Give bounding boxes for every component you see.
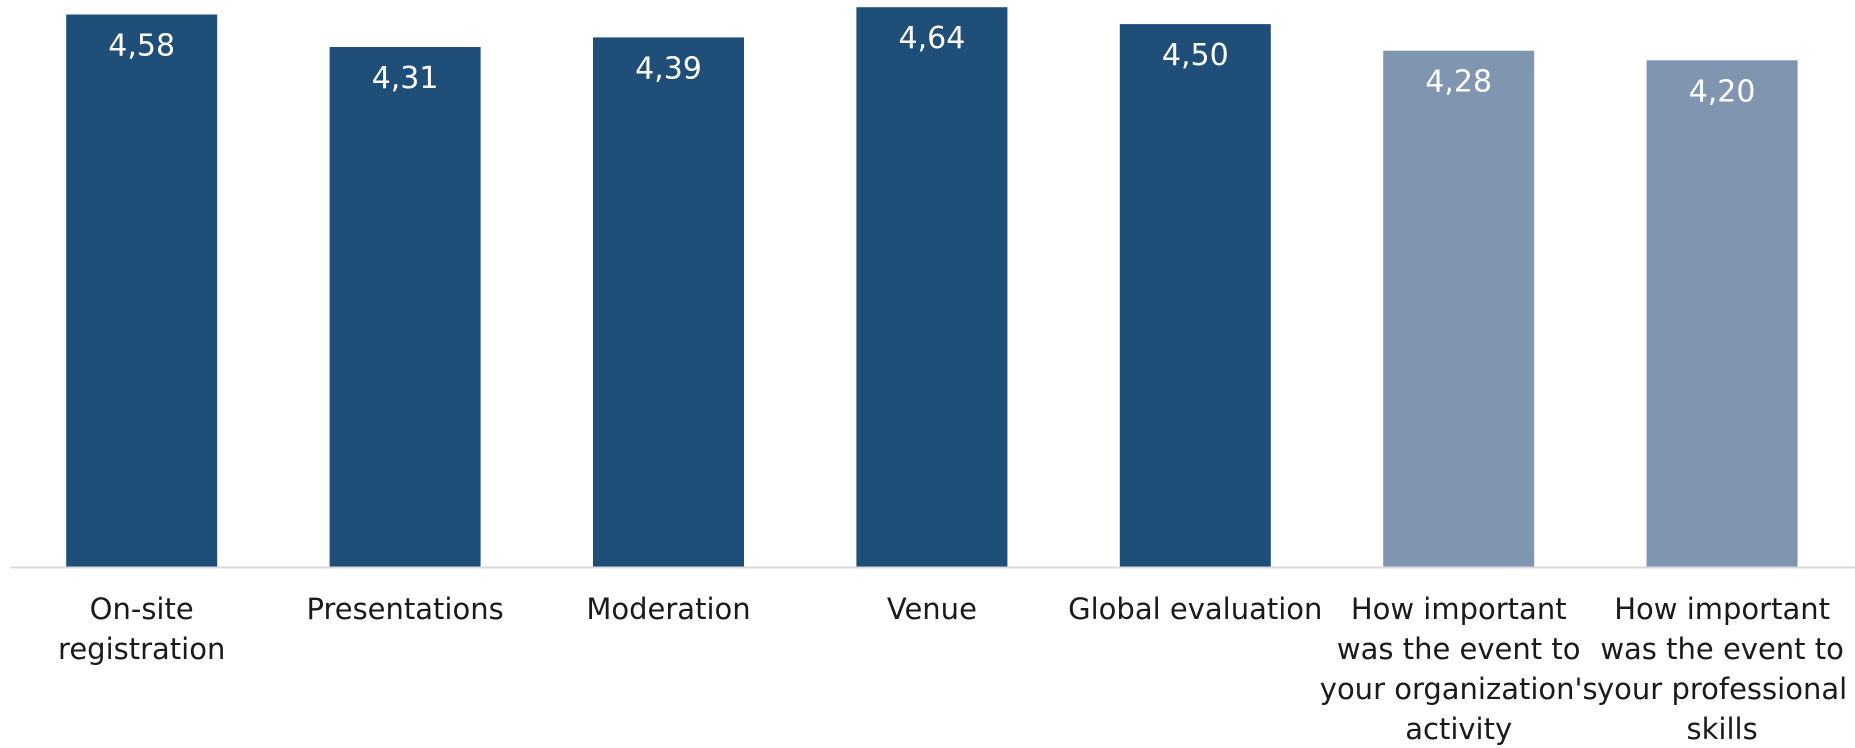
category-label-4: Global evaluation (1068, 592, 1322, 626)
category-label-0: On-site registration (58, 592, 225, 666)
bar-3 (856, 7, 1008, 567)
bars-group (66, 7, 1798, 568)
bar-0 (66, 14, 218, 567)
category-label-6: How important was the event to your profes… (1597, 592, 1847, 746)
bar-value-label-0: 4,58 (108, 29, 175, 64)
bar-value-label-1: 4,31 (372, 61, 439, 96)
bar-value-label-6: 4,20 (1689, 74, 1756, 109)
bar-value-label-3: 4,64 (899, 21, 966, 56)
category-label-3: Venue (887, 592, 977, 626)
bar-4 (1119, 24, 1271, 568)
bar-1 (329, 47, 481, 567)
category-label-1: Presentations (306, 592, 503, 626)
category-label-2: Moderation (586, 592, 750, 626)
bar-value-label-5: 4,28 (1425, 65, 1492, 100)
bar-value-label-4: 4,50 (1162, 38, 1229, 73)
bar-value-label-2: 4,39 (635, 51, 702, 86)
category-labels-group: On-site registration Presentations Moderati… (58, 592, 1847, 746)
value-labels-group: 4,58 4,31 4,39 4,64 4,50 4,28 4,20 (108, 21, 1755, 109)
category-label-5: How important was the event to your organi… (1320, 592, 1598, 746)
bar-5 (1383, 50, 1535, 567)
bar-2 (593, 37, 744, 567)
bar-6 (1646, 60, 1798, 568)
